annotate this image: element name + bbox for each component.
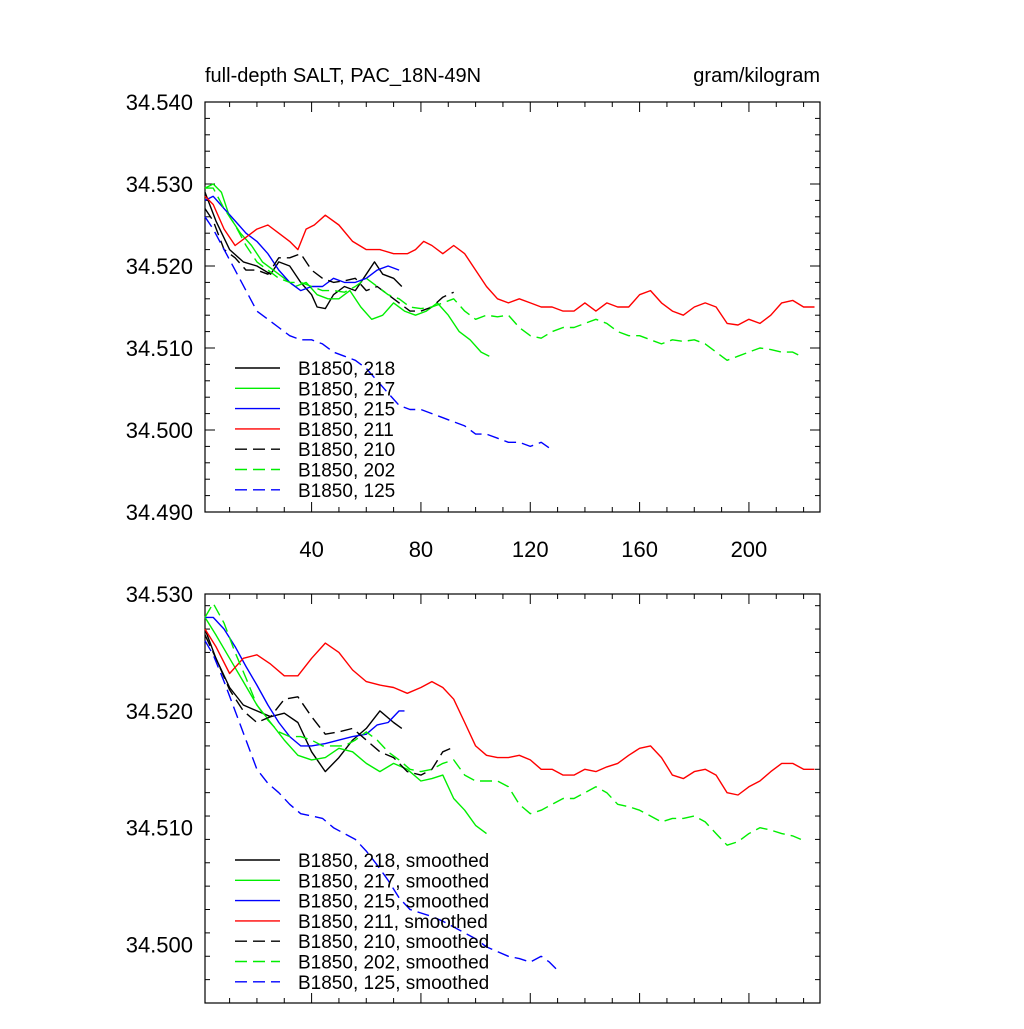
x-tick-label: 200 [731,537,768,562]
legend-label: B1850, 218, smoothed [298,851,489,872]
y-tick-label: 34.500 [126,933,193,958]
legend-label: B1850, 217, smoothed [298,871,489,892]
series-line [204,191,403,310]
series-line [204,628,815,796]
x-tick-label: 40 [299,537,323,562]
series-line [204,640,559,971]
y-tick-label: 34.490 [126,500,193,525]
y-tick-label: 34.510 [126,336,193,361]
y-tick-label: 34.500 [126,418,193,443]
legend-label: B1850, 210, smoothed [298,932,489,953]
series-line [205,187,802,361]
series-line [204,195,815,326]
y-tick-label: 34.540 [126,90,193,115]
series-line [204,208,454,312]
series-line [204,617,487,835]
y-tick-label: 34.510 [126,816,193,841]
panel-bottom: 34.500 34.510 34.520 34.530 B1850, 218, smoo… [126,582,821,1004]
x-tick-label: 80 [409,537,433,562]
plot-frame [204,593,821,1004]
series-line [204,628,403,773]
x-tick-label: 120 [512,537,549,562]
y-tick-label: 34.530 [126,172,193,197]
y-tick-label: 34.530 [126,582,193,607]
series-line [204,602,802,846]
legend-label: B1850, 210 [298,440,395,461]
chart-title: full-depth SALT, PAC_18N-49N [205,65,481,87]
legend-label: B1850, 125 [298,481,395,502]
x-tick-label: 160 [621,537,658,562]
series-line [204,183,490,357]
panel-top: 34.490 34.500 34.510 34.520 34.530 34.540 40 80… [126,65,821,562]
legend-label: B1850, 215, smoothed [298,892,489,913]
plot-frame [204,101,821,513]
legend-label: B1850, 218 [298,359,395,380]
y-tick-label: 34.520 [126,254,193,279]
legend-label: B1850, 217 [298,379,395,400]
legend-label: B1850, 125, smoothed [298,973,489,994]
legend-label: B1850, 202, smoothed [298,953,489,974]
legend-label: B1850, 215 [298,400,395,421]
series-line [204,216,550,449]
series-line [204,634,452,776]
series-line [204,195,400,292]
series-line [205,616,405,747]
legend-label: B1850, 202 [298,461,395,482]
legend-label: B1850, 211 [298,420,394,441]
units-label: gram/kilogram [693,65,820,87]
y-tick-label: 34.520 [126,699,193,724]
legend-label: B1850, 211, smoothed [298,912,488,933]
